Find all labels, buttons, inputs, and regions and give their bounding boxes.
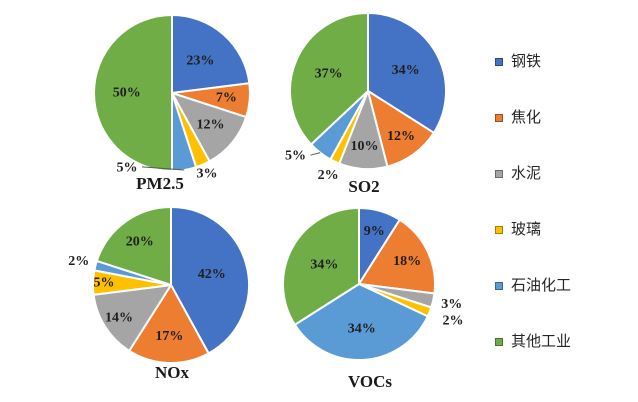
pie-SO2-label-钢铁: 34% xyxy=(392,63,420,78)
pie-SO2-label-焦化: 12% xyxy=(387,129,415,144)
legend-swatch-petrochemical xyxy=(495,282,503,290)
pie-SO2-label-石油化工: 5% xyxy=(285,149,306,164)
legend-swatch-glass xyxy=(495,226,503,234)
pie-PM2.5-label-石油化工: 5% xyxy=(117,160,138,175)
pie-NOx-label-石油化工: 2% xyxy=(68,254,89,269)
pie-VOCs-label-焦化: 18% xyxy=(393,254,421,269)
pie-PM2.5-label-水泥: 12% xyxy=(197,117,225,132)
pie-NOx-label-焦化: 17% xyxy=(155,329,183,344)
pie-VOCs-slice-其他工业 xyxy=(282,207,360,326)
legend-item-coking: 焦化 xyxy=(495,110,625,126)
legend: 钢铁 焦化 水泥 玻璃 石油化工 其他工业 xyxy=(495,54,625,350)
pie-VOCs-label-石油化工: 34% xyxy=(348,321,376,336)
legend-label-glass: 玻璃 xyxy=(511,222,542,238)
pie-NOx-slice-钢铁 xyxy=(170,206,250,355)
legend-item-cement: 水泥 xyxy=(495,166,625,182)
pie-SO2-slice-其他工业 xyxy=(289,12,369,146)
legend-swatch-other-industry xyxy=(495,338,503,346)
pie-SO2-label-玻璃: 2% xyxy=(318,168,339,183)
pie-VOCs-label-其他工业: 34% xyxy=(310,258,338,273)
chart-title-pm25: PM2.5 xyxy=(136,174,184,193)
pie-NOx-label-其他工业: 20% xyxy=(126,235,154,250)
pie-NOx-slice-焦化 xyxy=(128,284,210,364)
pie-PM2.5-slice-其他工业 xyxy=(93,14,173,172)
pie-NOx-label-玻璃: 5% xyxy=(94,275,115,290)
pie-PM2.5-slice-钢铁 xyxy=(171,14,251,94)
pie-VOCs-label-水泥: 3% xyxy=(441,297,462,312)
pie-NOx-label-钢铁: 42% xyxy=(198,267,226,282)
legend-item-steel: 钢铁 xyxy=(495,54,625,70)
chart-title-so2: SO2 xyxy=(348,177,380,196)
pie-PM2.5-label-钢铁: 23% xyxy=(186,53,214,68)
pie-PM2.5-label-玻璃: 3% xyxy=(197,166,218,181)
pie-PM2.5-leader-line-石油化工 xyxy=(141,166,185,171)
pie-VOCs-label-钢铁: 9% xyxy=(364,224,385,239)
pie-PM2.5-label-其他工业: 50% xyxy=(113,86,141,101)
pie-VOCs-label-玻璃: 2% xyxy=(443,314,464,329)
pie-SO2-label-水泥: 10% xyxy=(351,139,379,154)
legend-label-other-industry: 其他工业 xyxy=(511,334,572,350)
legend-swatch-coking xyxy=(495,114,503,122)
pie-SO2-leader-line-石油化工 xyxy=(310,152,321,156)
pie-VOCs-slice-石油化工 xyxy=(293,283,429,361)
legend-swatch-cement xyxy=(495,170,503,178)
legend-item-glass: 玻璃 xyxy=(495,222,625,238)
chart-title-nox: NOx xyxy=(155,363,189,382)
legend-item-other-industry: 其他工业 xyxy=(495,334,625,350)
legend-item-petrochemical: 石油化工 xyxy=(495,278,625,294)
legend-swatch-steel xyxy=(495,58,503,66)
pie-NOx-label-水泥: 14% xyxy=(105,311,133,326)
pie-PM2.5-label-焦化: 7% xyxy=(216,91,237,106)
legend-label-coking: 焦化 xyxy=(511,110,542,126)
pie-VOCs-slice-焦化 xyxy=(358,218,436,295)
legend-label-steel: 钢铁 xyxy=(511,54,542,70)
pie-NOx-slice-水泥 xyxy=(92,284,172,352)
legend-label-cement: 水泥 xyxy=(511,166,542,182)
chart-title-vocs: VOCs xyxy=(347,372,393,391)
pie-NOx-slice-其他工业 xyxy=(95,206,172,286)
pie-SO2-label-其他工业: 37% xyxy=(315,67,343,82)
legend-label-petrochemical: 石油化工 xyxy=(511,278,572,294)
